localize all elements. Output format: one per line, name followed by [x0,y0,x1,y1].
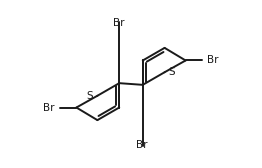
Text: S: S [169,67,176,77]
Text: Br: Br [136,140,148,150]
Text: S: S [86,91,93,101]
Text: Br: Br [113,18,125,28]
Text: Br: Br [43,102,54,113]
Text: Br: Br [208,55,219,66]
